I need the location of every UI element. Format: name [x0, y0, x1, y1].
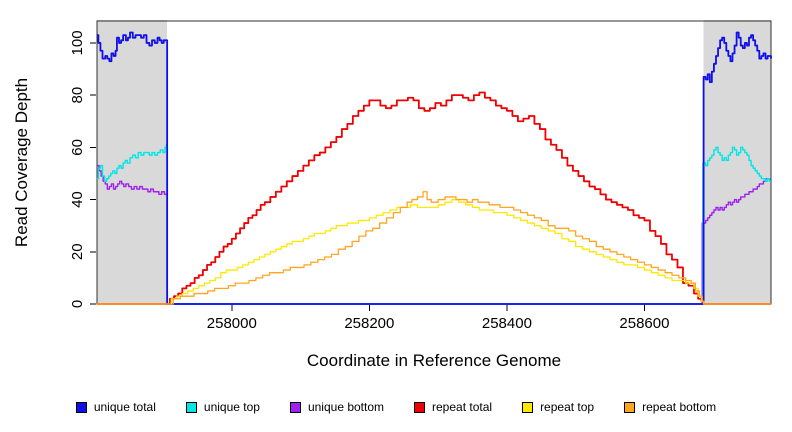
left-flank-shading — [97, 20, 168, 304]
legend-item-unique-total: unique total — [75, 400, 156, 414]
y-tick-label: 40 — [69, 191, 86, 208]
y-tick-label: 0 — [69, 300, 86, 308]
legend-item-repeat-total: repeat total — [414, 401, 492, 413]
legend-swatch-unique-bottom — [289, 401, 301, 413]
x-tick-label: 258000 — [207, 315, 257, 332]
series-line-repeat-bottom — [97, 191, 771, 305]
series-line-unique-bottom — [97, 164, 771, 305]
legend-label: unique top — [203, 400, 260, 414]
legend-label: unique bottom — [307, 400, 385, 414]
legend-label: repeat total — [432, 400, 493, 414]
legend-swatch-unique-top — [185, 401, 197, 413]
plot-border — [96, 20, 772, 305]
legend-swatch-unique-total — [75, 401, 87, 413]
legend-label: repeat top — [540, 400, 595, 414]
coverage-chart-svg: 258000 258200 258400 258600 0 20 40 60 80 100 Coor… — [12, 20, 772, 370]
legend-item-repeat-bottom: repeat bottom — [624, 401, 716, 413]
legend-item-unique-top: unique top — [185, 400, 260, 414]
series-line-unique-top — [97, 144, 771, 305]
legend-item-unique-bottom: unique bottom — [289, 400, 385, 414]
series-line-unique-total — [97, 31, 772, 305]
y-tick-label: 60 — [69, 139, 86, 156]
y-tick-label: 20 — [69, 243, 86, 260]
x-tick-label: 258400 — [482, 315, 532, 332]
x-axis-title: Coordinate in Reference Genome — [307, 351, 561, 370]
legend-label: unique total — [93, 400, 156, 414]
y-axis-title: Read Coverage Depth — [12, 78, 31, 247]
series-line-repeat-top — [97, 198, 771, 305]
y-tick-label: 100 — [69, 30, 86, 55]
right-flank-shading — [703, 20, 771, 304]
legend-item-repeat-top: repeat top — [522, 401, 594, 413]
x-tick-label: 258200 — [344, 315, 394, 332]
y-tick-label: 80 — [69, 87, 86, 104]
x-tick-label: 258600 — [619, 315, 669, 332]
legend-label: repeat bottom — [642, 400, 717, 414]
legend-swatch-repeat-top — [522, 401, 534, 413]
series-line-repeat-total — [97, 91, 771, 305]
legend-swatch-repeat-bottom — [624, 401, 636, 413]
chart-legend: unique total unique top unique bottom re… — [0, 395, 792, 419]
legend-swatch-repeat-total — [414, 401, 426, 413]
